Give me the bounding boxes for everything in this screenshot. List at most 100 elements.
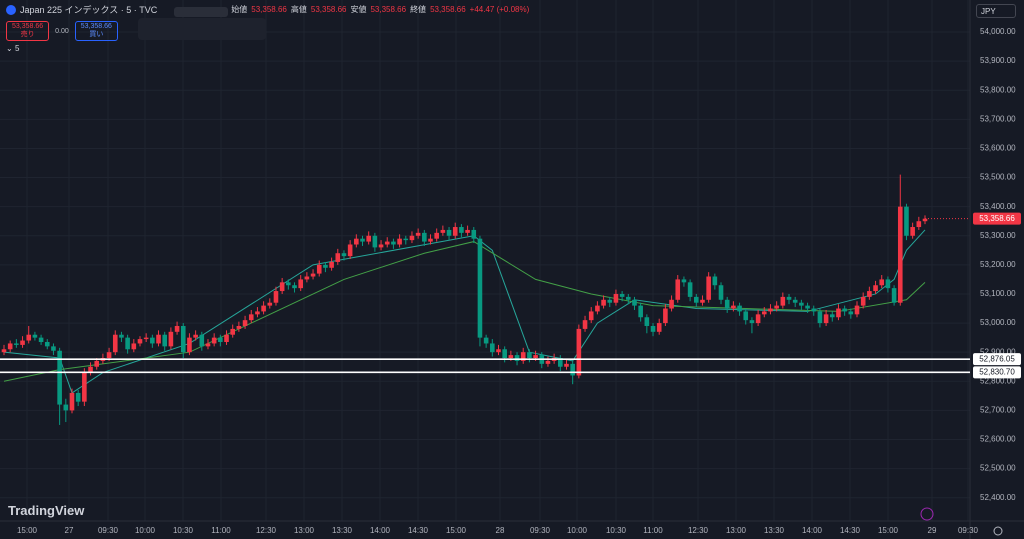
candle-body [502,349,507,359]
candle-body [329,261,334,268]
candle-body [687,282,693,297]
candle-body [335,253,341,262]
candle-body [341,253,347,257]
candle-body [88,366,93,373]
candle-body [168,331,174,347]
x-tick-label: 13:00 [726,526,747,535]
candle-body [156,334,161,344]
x-tick-label: 15:00 [446,526,467,535]
candle-body [150,337,155,344]
last-price-bg [973,212,1021,225]
candle-body [187,337,192,353]
candle-body [854,305,860,315]
level-label: 52,876.05 [979,354,1015,363]
candle-body [261,305,266,312]
candle-body [26,334,32,341]
drawing-toolbar[interactable] [138,18,266,40]
x-tick-label: 12:30 [688,526,709,535]
candle-body [125,337,130,350]
moving-average [3,229,926,394]
candle-body [607,299,613,303]
candle-body [601,299,606,306]
candle-body [316,264,322,274]
candle-body [916,221,922,228]
buy-price: 53,358.66 [80,23,112,30]
x-tick-label: 14:30 [408,526,429,535]
sell-button[interactable]: 53,358.66 売り [6,21,50,41]
candle-body [681,279,687,283]
candle-body [452,227,458,236]
candle-body [805,305,810,309]
ohlc-value: 53,358.66 [310,5,347,14]
buy-button[interactable]: 53,358.66 買い [74,21,118,41]
candle-body [564,363,569,367]
spread: 0.00 [55,27,69,35]
y-tick-label: 53,000.00 [980,318,1016,327]
candle-body [1,349,7,353]
candle-body [811,308,817,312]
candle-body [570,363,575,376]
candle-body [595,305,600,312]
symbol[interactable]: Japan 225 インデックス · 5 · TVC [20,5,158,15]
candle-body [323,264,328,268]
x-tick-label: 13:00 [294,526,315,535]
candle-body [82,372,87,402]
candle-body [218,337,223,342]
candle-body [422,232,427,242]
settings-icon[interactable] [993,526,1003,536]
candle-body [792,299,798,303]
sell-price: 53,358.66 [12,23,44,30]
candle-body [780,296,786,306]
candle-body [761,311,767,315]
candle-body [384,241,390,245]
candle-body [527,352,532,359]
candle-body [786,296,792,300]
x-tick-label: 13:30 [332,526,353,535]
candle-body [471,229,477,239]
candle-body [112,334,118,353]
candle-body [656,323,662,332]
currency[interactable]: JPY [976,4,1016,18]
candle-body [508,355,514,359]
candle-body [304,276,310,280]
y-tick-label: 53,200.00 [980,260,1016,269]
candle-body [632,299,637,306]
candle-body [397,238,402,245]
last-price-label: 53,358.66 [979,214,1015,223]
candle-body [817,311,823,324]
candle-body [51,346,56,351]
event-icon[interactable] [920,507,934,521]
candle-body [372,235,378,248]
y-tick-label: 53,100.00 [980,289,1016,298]
candle-body [465,229,470,233]
y-tick-label: 53,400.00 [980,202,1016,211]
level-label: 52,830.70 [979,367,1015,376]
ohlc-label: 安値 [350,5,367,14]
y-tick-label: 52,800.00 [980,376,1016,385]
toggle[interactable] [174,7,228,17]
candle-body [533,355,538,359]
x-tick-label: 12:30 [256,526,277,535]
candle-body [211,337,217,344]
x-tick-label: 14:30 [840,526,861,535]
candle-body [14,343,19,345]
candle-body [799,302,804,306]
y-tick-label: 53,300.00 [980,231,1016,240]
y-tick-label: 52,500.00 [980,464,1016,473]
interval[interactable]: ⌄ 5 [6,44,20,53]
candle-body [180,325,186,353]
candle-body [755,314,761,324]
candle-body [20,340,25,345]
y-tick-label: 52,900.00 [980,347,1016,356]
interval-value: 5 [14,44,20,53]
ohlc-value: 53,358.66 [251,5,287,14]
legend: Japan 225 インデックス · 5 · TVC 始値 53,358.66 高… [6,3,529,17]
candle-body [193,334,198,338]
candle-body [731,305,736,309]
candle-body [619,293,625,297]
x-tick-label: 15:00 [878,526,899,535]
candle-body [428,238,433,242]
y-tick-label: 52,600.00 [980,435,1016,444]
candle-body [205,343,211,347]
sell-label: 売り [20,31,35,38]
